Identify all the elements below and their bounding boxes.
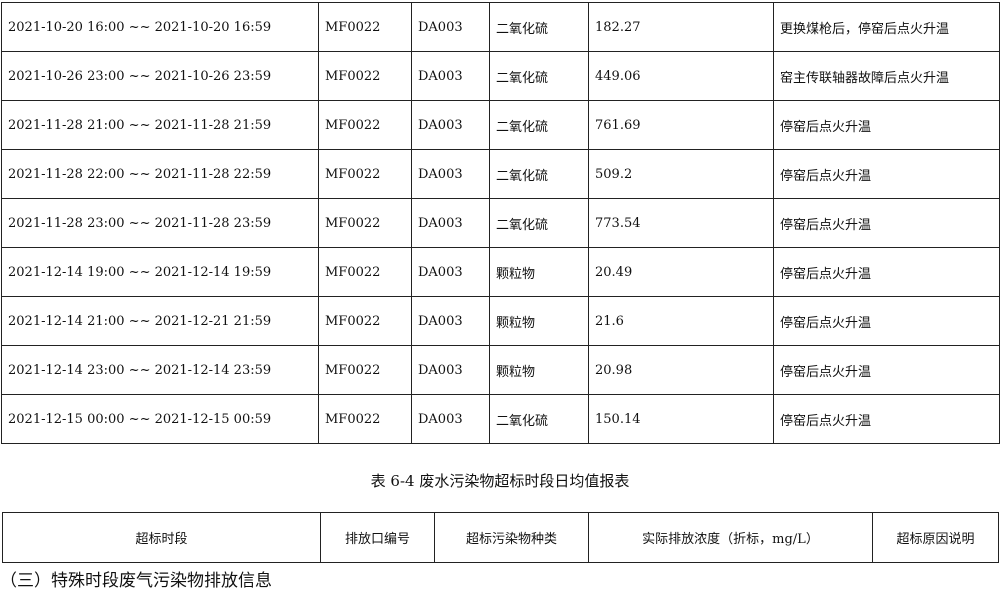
table-cell: 2021-12-14 23:00 ~~ 2021-12-14 23:59 <box>1 345 319 395</box>
table-cell: MF0022 <box>318 2 412 52</box>
table-cell: 761.69 <box>588 100 774 150</box>
table-cell: MF0022 <box>318 394 412 444</box>
table-cell: 二氧化硫 <box>489 149 589 199</box>
table-cell: 颗粒物 <box>489 296 589 346</box>
table-cell: 2021-12-14 21:00 ~~ 2021-12-21 21:59 <box>1 296 319 346</box>
table-row: 2021-12-15 00:00 ~~ 2021-12-15 00:59 MF00… <box>1 394 1000 444</box>
table-cell: 二氧化硫 <box>489 198 589 248</box>
table-cell: MF0022 <box>318 345 412 395</box>
table-cell: DA003 <box>411 296 490 346</box>
table-cell: DA003 <box>411 247 490 297</box>
table-cell: 20.98 <box>588 345 774 395</box>
table-cell: DA003 <box>411 51 490 101</box>
table-cell: 更换煤枪后，停窑后点火升温 <box>773 2 1000 52</box>
table-cell: 2021-12-14 19:00 ~~ 2021-12-14 19:59 <box>1 247 319 297</box>
table-cell: 182.27 <box>588 2 774 52</box>
table-cell: 2021-10-26 23:00 ~~ 2021-10-26 23:59 <box>1 51 319 101</box>
table-cell: 二氧化硫 <box>489 394 589 444</box>
table-cell: 21.6 <box>588 296 774 346</box>
table-cell: 2021-11-28 23:00 ~~ 2021-11-28 23:59 <box>1 198 319 248</box>
table-cell: 2021-10-20 16:00 ~~ 2021-10-20 16:59 <box>1 2 319 52</box>
exceedance-table: 2021-10-20 16:00 ~~ 2021-10-20 16:59 MF00… <box>1 2 1000 444</box>
table-cell: 颗粒物 <box>489 345 589 395</box>
header-cell: 实际排放浓度（折标，mg/L） <box>588 512 873 563</box>
table-cell: 二氧化硫 <box>489 51 589 101</box>
table-row: 2021-11-28 23:00 ~~ 2021-11-28 23:59 MF00… <box>1 198 1000 248</box>
table-cell: MF0022 <box>318 100 412 150</box>
table-cell: 颗粒物 <box>489 247 589 297</box>
header-cell: 超标时段 <box>2 512 321 563</box>
table-row: 2021-11-28 21:00 ~~ 2021-11-28 21:59 MF00… <box>1 100 1000 150</box>
header-cell: 超标原因说明 <box>872 512 999 563</box>
table-cell: MF0022 <box>318 247 412 297</box>
table-cell: 2021-11-28 21:00 ~~ 2021-11-28 21:59 <box>1 100 319 150</box>
table-header-row: 超标时段 排放口编号 超标污染物种类 实际排放浓度（折标，mg/L） 超标原因说… <box>2 512 999 563</box>
section-heading: （三）特殊时段废气污染物排放信息 <box>0 571 272 591</box>
table-cell: MF0022 <box>318 51 412 101</box>
table-row: 2021-12-14 23:00 ~~ 2021-12-14 23:59 MF00… <box>1 345 1000 395</box>
table-cell: 20.49 <box>588 247 774 297</box>
table-row: 2021-12-14 21:00 ~~ 2021-12-21 21:59 MF00… <box>1 296 1000 346</box>
table-caption: 表 6-4 废水污染物超标时段日均值报表 <box>370 472 630 490</box>
table-cell: 2021-12-15 00:00 ~~ 2021-12-15 00:59 <box>1 394 319 444</box>
table-cell: 停窑后点火升温 <box>773 296 1000 346</box>
table-cell: 二氧化硫 <box>489 2 589 52</box>
table-cell: 停窑后点火升温 <box>773 247 1000 297</box>
wastewater-table: 超标时段 排放口编号 超标污染物种类 实际排放浓度（折标，mg/L） 超标原因说… <box>2 512 999 563</box>
table-cell: DA003 <box>411 394 490 444</box>
table-row: 2021-10-26 23:00 ~~ 2021-10-26 23:59 MF00… <box>1 51 1000 101</box>
table-cell: MF0022 <box>318 149 412 199</box>
table-cell: MF0022 <box>318 296 412 346</box>
table-cell: 449.06 <box>588 51 774 101</box>
table-cell: 773.54 <box>588 198 774 248</box>
table-cell: DA003 <box>411 2 490 52</box>
table-cell: 停窑后点火升温 <box>773 198 1000 248</box>
table-cell: 停窑后点火升温 <box>773 100 1000 150</box>
table-cell: DA003 <box>411 345 490 395</box>
table-cell: 停窑后点火升温 <box>773 345 1000 395</box>
table-cell: 二氧化硫 <box>489 100 589 150</box>
table-cell: 停窑后点火升温 <box>773 149 1000 199</box>
table-row: 2021-10-20 16:00 ~~ 2021-10-20 16:59 MF00… <box>1 2 1000 52</box>
table-row: 2021-11-28 22:00 ~~ 2021-11-28 22:59 MF00… <box>1 149 1000 199</box>
table-cell: 2021-11-28 22:00 ~~ 2021-11-28 22:59 <box>1 149 319 199</box>
header-cell: 超标污染物种类 <box>434 512 589 563</box>
header-cell: 排放口编号 <box>320 512 435 563</box>
table-row: 2021-12-14 19:00 ~~ 2021-12-14 19:59 MF00… <box>1 247 1000 297</box>
table-cell: 窑主传联轴器故障后点火升温 <box>773 51 1000 101</box>
table-cell: 150.14 <box>588 394 774 444</box>
table-cell: DA003 <box>411 149 490 199</box>
table-cell: DA003 <box>411 198 490 248</box>
table-cell: MF0022 <box>318 198 412 248</box>
table-cell: 509.2 <box>588 149 774 199</box>
table-cell: DA003 <box>411 100 490 150</box>
table-cell: 停窑后点火升温 <box>773 394 1000 444</box>
